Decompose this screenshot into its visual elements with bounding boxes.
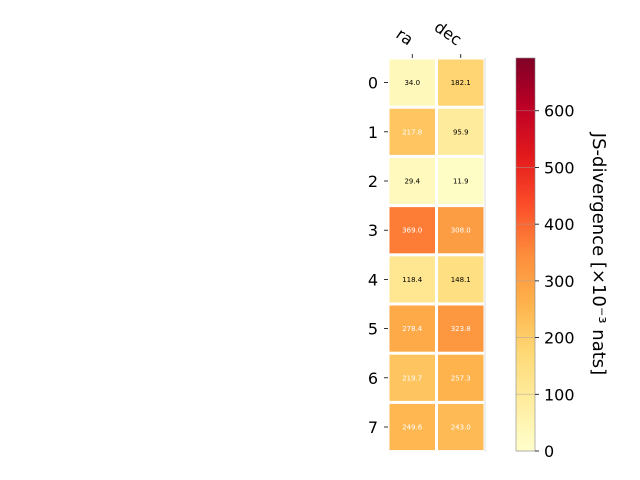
heatmap-cell xyxy=(389,157,435,205)
colorbar-tick-label: 200 xyxy=(544,329,575,348)
cell-value-label: 369.0 xyxy=(402,227,422,235)
colorbar-tick-label: 600 xyxy=(544,102,575,121)
heatmap-cell xyxy=(438,108,484,155)
colorbar-label: JS-divergence [×10⁻³ nats] xyxy=(588,132,609,375)
cell-value-label: 118.4 xyxy=(402,276,423,284)
heatmap-cell xyxy=(438,207,484,254)
y-tick-label: 7 xyxy=(368,418,378,437)
colorbar-tick-label: 100 xyxy=(544,385,575,404)
heatmap-plot-area: 34.0 182.1 217.8 95.9 29.4 11.9 369.0 308.0 118.… xyxy=(368,17,486,452)
cell-value-label: 217.8 xyxy=(402,128,422,136)
y-tick-label: 5 xyxy=(368,320,378,339)
heatmap-cell xyxy=(438,157,484,205)
cell-value-label: 323.8 xyxy=(451,325,471,333)
x-tick-label: ra xyxy=(393,24,417,49)
colorbar-gradient xyxy=(515,57,536,452)
heatmap-cell xyxy=(438,305,484,352)
cell-value-label: 34.0 xyxy=(404,79,420,87)
cell-value-label: 11.9 xyxy=(453,178,469,186)
cell-value-label: 29.4 xyxy=(404,178,420,186)
heatmap-cell xyxy=(438,59,484,106)
cell-value-label: 243.0 xyxy=(451,424,471,432)
y-tick-label: 4 xyxy=(368,270,378,289)
cell-value-label: 278.4 xyxy=(402,325,423,333)
heatmap-cell xyxy=(389,108,435,155)
cell-value-label: 249.6 xyxy=(402,424,423,432)
heatmap-cell xyxy=(389,59,435,106)
cell-value-label: 257.3 xyxy=(451,374,471,382)
y-tick-label: 0 xyxy=(368,74,378,93)
y-tick-label: 2 xyxy=(368,172,378,191)
heatmap-cell xyxy=(389,305,435,352)
y-tick-label: 3 xyxy=(368,221,378,240)
heatmap-cell xyxy=(438,256,484,303)
y-tick-label: 6 xyxy=(368,369,378,388)
colorbar-tick-label: 0 xyxy=(544,442,554,461)
colorbar-tick-label: 400 xyxy=(544,215,575,234)
cell-value-label: 148.1 xyxy=(451,276,471,284)
x-tick-label: dec xyxy=(431,17,465,49)
colorbar-tick-label: 500 xyxy=(544,158,575,177)
colorbar-tick-label: 300 xyxy=(544,272,575,291)
colorbar: 0 100 200 300 400 500 600 JS-divergence [×10⁻³ … xyxy=(515,57,609,461)
heatmap-cell xyxy=(389,256,435,303)
heatmap-cell xyxy=(438,354,484,401)
y-tick-label: 1 xyxy=(368,123,378,142)
heatmap-cell xyxy=(389,354,435,401)
cell-value-label: 182.1 xyxy=(451,79,471,87)
heatmap-cell xyxy=(389,207,435,254)
heatmap-cell xyxy=(389,403,435,451)
cell-value-label: 95.9 xyxy=(453,128,469,136)
cell-value-label: 219.7 xyxy=(402,374,422,382)
heatmap-cell xyxy=(438,403,484,451)
cell-value-label: 308.0 xyxy=(451,227,471,235)
